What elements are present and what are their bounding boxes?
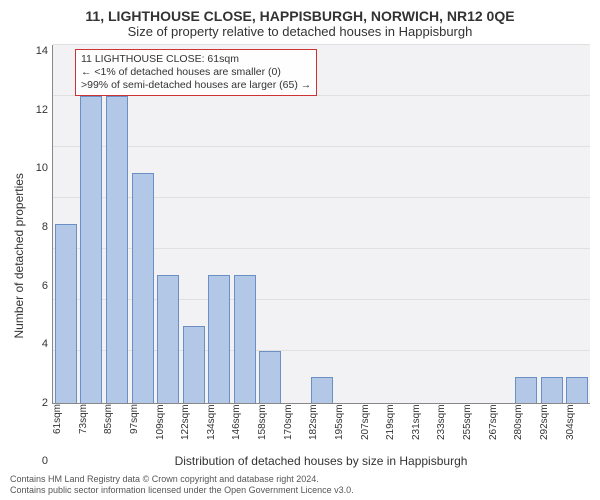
- bar-slot: [513, 45, 539, 403]
- bar: [515, 377, 537, 403]
- bar-slot: [462, 45, 488, 403]
- bar: [183, 326, 205, 403]
- x-tick: 195sqm: [334, 404, 360, 452]
- y-tick: 0: [28, 455, 48, 467]
- x-tick: 170sqm: [283, 404, 309, 452]
- bar-slot: [283, 45, 309, 403]
- bar-slot: [309, 45, 335, 403]
- bar-slot: [53, 45, 79, 403]
- bar-slot: [181, 45, 207, 403]
- bar-slot: [155, 45, 181, 403]
- x-tick: 219sqm: [385, 404, 411, 452]
- y-axis-label: Number of detached properties: [10, 45, 28, 468]
- y-tick: 2: [28, 397, 48, 409]
- chart-area: Number of detached properties 14 12 10 8 6 4 2…: [10, 45, 590, 468]
- bar: [55, 224, 77, 403]
- bar: [157, 275, 179, 403]
- y-tick: 8: [28, 221, 48, 233]
- bar: [132, 173, 154, 403]
- x-tick: 122sqm: [180, 404, 206, 452]
- bar-slot: [539, 45, 565, 403]
- x-tick: 255sqm: [462, 404, 488, 452]
- x-tick: 280sqm: [513, 404, 539, 452]
- callout-line-3: >99% of semi-detached houses are larger …: [81, 79, 311, 92]
- bar-slot: [565, 45, 591, 403]
- bar-slot: [206, 45, 232, 403]
- bar: [311, 377, 333, 403]
- y-tick: 6: [28, 280, 48, 292]
- bar-slot: [232, 45, 258, 403]
- bar-slot: [258, 45, 284, 403]
- footer-line-1: Contains HM Land Registry data © Crown c…: [10, 474, 590, 485]
- x-tick: 207sqm: [360, 404, 386, 452]
- bar: [234, 275, 256, 403]
- x-tick: 292sqm: [539, 404, 565, 452]
- callout-line-2: ← <1% of detached houses are smaller (0): [81, 66, 311, 79]
- footer-line-2: Contains public sector information licen…: [10, 485, 590, 496]
- callout-line-1: 11 LIGHTHOUSE CLOSE: 61sqm: [81, 53, 311, 66]
- x-tick: 231sqm: [411, 404, 437, 452]
- title-main: 11, LIGHTHOUSE CLOSE, HAPPISBURGH, NORWI…: [10, 8, 590, 24]
- x-tick: 61sqm: [52, 404, 78, 452]
- x-tick: 182sqm: [308, 404, 334, 452]
- bar-slot: [104, 45, 130, 403]
- bar: [566, 377, 588, 403]
- x-tick: 73sqm: [78, 404, 104, 452]
- title-sub: Size of property relative to detached ho…: [10, 24, 590, 39]
- bar-slot: [79, 45, 105, 403]
- x-tick: 109sqm: [155, 404, 181, 452]
- x-tick: 134sqm: [206, 404, 232, 452]
- bar-slot: [437, 45, 463, 403]
- plot-region: 11 LIGHTHOUSE CLOSE: 61sqm ← <1% of deta…: [52, 45, 590, 404]
- x-tick: 267sqm: [488, 404, 514, 452]
- bar: [106, 96, 128, 402]
- bar: [541, 377, 563, 403]
- bar: [259, 351, 281, 402]
- bar-slot: [411, 45, 437, 403]
- bars-container: [53, 45, 590, 403]
- bar-slot: [488, 45, 514, 403]
- callout-box: 11 LIGHTHOUSE CLOSE: 61sqm ← <1% of deta…: [75, 49, 317, 96]
- y-tick: 4: [28, 338, 48, 350]
- y-tick: 14: [28, 45, 48, 57]
- y-tick: 10: [28, 162, 48, 174]
- x-axis-label: Distribution of detached houses by size …: [52, 454, 590, 468]
- bar-slot: [130, 45, 156, 403]
- x-tick: 304sqm: [565, 404, 591, 452]
- x-tick: 146sqm: [231, 404, 257, 452]
- x-tick: 97sqm: [129, 404, 155, 452]
- x-axis-ticks: 61sqm73sqm85sqm97sqm109sqm122sqm134sqm14…: [52, 404, 590, 452]
- y-axis-ticks: 14 12 10 8 6 4 2 0: [28, 45, 52, 468]
- bar-slot: [386, 45, 412, 403]
- x-tick: 158sqm: [257, 404, 283, 452]
- bar: [80, 96, 102, 402]
- bar-slot: [360, 45, 386, 403]
- x-tick: 85sqm: [103, 404, 129, 452]
- x-tick: 233sqm: [436, 404, 462, 452]
- y-tick: 12: [28, 104, 48, 116]
- footer: Contains HM Land Registry data © Crown c…: [10, 474, 590, 497]
- bar: [208, 275, 230, 403]
- bar-slot: [334, 45, 360, 403]
